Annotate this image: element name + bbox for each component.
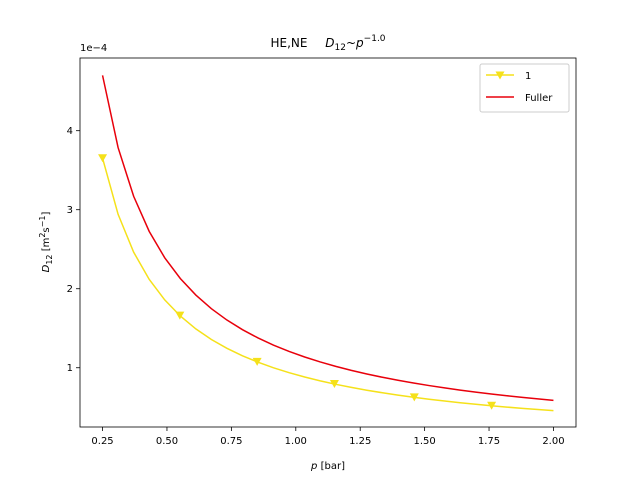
- series-marker: [409, 393, 419, 402]
- y-axis-label-unit-mid: s: [41, 227, 52, 232]
- x-tick-label: 1.50: [413, 436, 435, 447]
- legend: 1 Fuller: [479, 63, 570, 113]
- plot-frame: [79, 57, 577, 428]
- x-axis-label-unit: [bar]: [321, 461, 345, 472]
- series-marker: [329, 380, 339, 389]
- title-formula-approx: ~: [346, 36, 356, 50]
- x-axis-label: p [bar]: [310, 461, 345, 472]
- y-axis-label-unit-exp2: −1: [38, 216, 47, 228]
- y-tick-label: 2: [67, 284, 73, 295]
- y-axis-label-unit-exp1: 2: [38, 233, 47, 238]
- series-marker: [175, 311, 185, 320]
- series-marker: [98, 154, 108, 163]
- title-formula-base: D: [325, 36, 334, 50]
- chart-title: HE,NE D12~p−1.0: [270, 34, 385, 53]
- legend-box: [479, 63, 570, 113]
- legend-label-1: 1: [525, 71, 531, 82]
- y-axis-label-unit-open: [m: [41, 238, 52, 255]
- title-formula-exp: −1.0: [364, 34, 386, 44]
- y-axis-label: D12 [m2s−1]: [38, 212, 54, 273]
- x-tick-label: 0.25: [91, 436, 113, 447]
- y-axis-label-base: D: [41, 264, 52, 272]
- legend-label-fuller: Fuller: [525, 93, 553, 104]
- y-tick-label: 4: [67, 126, 73, 137]
- x-tick-label: 0.50: [156, 436, 178, 447]
- series-marker: [252, 357, 262, 366]
- title-formula-sub: 12: [335, 43, 346, 53]
- series-layer: [98, 75, 554, 412]
- y-tick-label: 3: [67, 205, 73, 216]
- axes-ticks: 0.25 0.50 0.75 1.00 1.25 1.50 1.75 2.00 1 2 3 4: [67, 126, 565, 447]
- x-axis-label-var: p: [310, 461, 317, 472]
- x-tick-label: 0.75: [220, 436, 242, 447]
- title-formula-var: p: [355, 36, 364, 50]
- legend-marker-1: [495, 71, 505, 80]
- x-tick-label: 1.75: [478, 436, 500, 447]
- series-marker: [487, 401, 497, 410]
- y-axis-label-sub: 12: [45, 254, 54, 264]
- y-tick-label: 1: [67, 363, 73, 374]
- y-axis-label-unit-close: ]: [41, 212, 52, 216]
- chart-title-main: HE,NE: [270, 36, 307, 50]
- y-offset-label: 1e−4: [80, 43, 107, 54]
- x-tick-label: 2.00: [542, 436, 564, 447]
- x-tick-label: 1.25: [349, 436, 371, 447]
- x-tick-label: 1.00: [285, 436, 307, 447]
- series-line-fuller: [101, 75, 554, 402]
